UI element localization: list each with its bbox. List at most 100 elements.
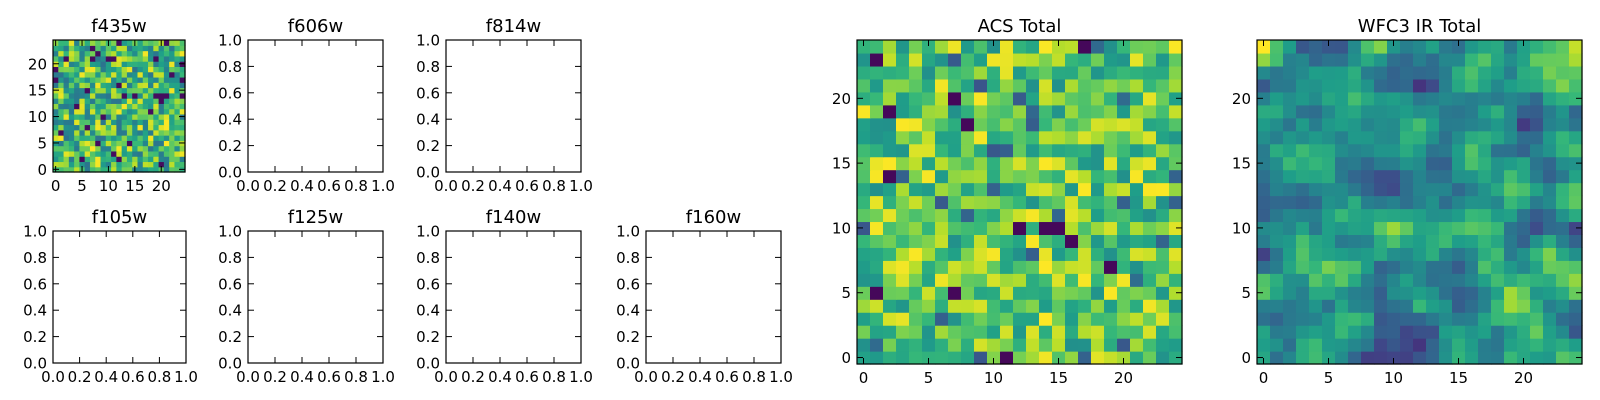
heatmap-cell <box>935 247 949 261</box>
heatmap-cell <box>1143 221 1157 235</box>
heatmap-cell <box>169 92 176 99</box>
x-tick-label: 15 <box>1049 369 1068 387</box>
heatmap-cell <box>1091 156 1105 171</box>
heatmap-cell <box>1374 208 1388 223</box>
heatmap-cell <box>179 156 186 163</box>
heatmap-cell <box>1348 143 1362 158</box>
heatmap-cell <box>105 150 112 157</box>
heatmap-cell <box>153 108 160 115</box>
heatmap-cell <box>1052 52 1066 67</box>
heatmap-cell <box>1000 143 1014 158</box>
heatmap-cell <box>1387 65 1401 80</box>
heatmap-cell <box>63 55 70 62</box>
heatmap-cell <box>100 166 107 173</box>
heatmap-cell <box>1556 78 1570 93</box>
heatmap-cell <box>169 71 176 78</box>
heatmap-cell <box>1413 78 1427 93</box>
heatmap-cell <box>1000 312 1014 326</box>
heatmap-cell <box>948 286 962 300</box>
x-tick-label: 0.8 <box>542 177 566 195</box>
heatmap-cell <box>1439 325 1453 339</box>
heatmap-cell <box>1257 273 1271 287</box>
heatmap-cell <box>1039 351 1053 365</box>
heatmap-cell <box>179 150 186 157</box>
heatmap-cell <box>1530 104 1544 119</box>
heatmap-cell <box>1348 117 1362 132</box>
heatmap-cell <box>948 156 962 171</box>
heatmap-cell <box>935 52 949 67</box>
heatmap-cell <box>1439 91 1453 106</box>
heatmap-cell <box>1413 182 1427 197</box>
heatmap-cell <box>1283 40 1297 54</box>
heatmap-cell <box>1296 234 1310 248</box>
heatmap-cell <box>111 87 117 94</box>
heatmap-cell <box>1322 40 1336 54</box>
heatmap-cell <box>1491 143 1505 158</box>
heatmap-cell <box>142 161 149 168</box>
heatmap-cell <box>1322 351 1336 365</box>
heatmap-cell <box>58 92 65 99</box>
heatmap-cell <box>95 129 102 136</box>
x-tick-label: 0.0 <box>434 368 458 386</box>
heatmap-cell <box>100 98 107 104</box>
heatmap-cell <box>1387 260 1401 274</box>
heatmap-cell <box>1143 143 1157 158</box>
heatmap-cell <box>935 143 949 158</box>
heatmap-cell <box>158 82 165 89</box>
heatmap-cell <box>857 40 871 54</box>
heatmap-cell <box>111 119 117 126</box>
heatmap-cell <box>79 129 86 136</box>
heatmap-cell <box>68 55 75 62</box>
heatmap-cell <box>132 150 139 157</box>
heatmap-cell <box>132 129 139 136</box>
heatmap-cell <box>1452 338 1466 352</box>
heatmap-cell <box>126 87 133 94</box>
heatmap-cell <box>111 113 117 120</box>
heatmap-cell <box>1091 312 1105 326</box>
heatmap-cell <box>1270 91 1284 106</box>
heatmap-cell <box>100 140 107 147</box>
heatmap-cell <box>1491 195 1505 210</box>
heatmap-cell <box>169 87 176 94</box>
heatmap-cell <box>1439 169 1453 184</box>
heatmap-cell <box>1413 286 1427 300</box>
heatmap-cell <box>1543 325 1557 339</box>
heatmap-cell <box>1117 286 1131 300</box>
heatmap-cell <box>1169 78 1183 93</box>
heatmap-cell <box>1117 52 1131 67</box>
heatmap-cell <box>1374 312 1388 326</box>
heatmap-cell <box>1065 221 1079 235</box>
heatmap-cell <box>935 299 949 313</box>
heatmap-cell <box>84 82 91 89</box>
heatmap-cell <box>1257 65 1271 80</box>
heatmap-cell <box>974 208 988 223</box>
heatmap-cell <box>1143 338 1157 352</box>
heatmap-cell <box>163 82 170 89</box>
heatmap-cell <box>909 208 923 223</box>
heatmap-cell <box>58 82 65 89</box>
heatmap-cell <box>1091 338 1105 352</box>
heatmap-cell <box>1052 40 1066 54</box>
heatmap-cell <box>1413 247 1427 261</box>
heatmap-cell <box>1426 312 1440 326</box>
heatmap-cell <box>1078 260 1092 274</box>
heatmap-cell <box>1452 221 1466 235</box>
heatmap-cell <box>95 61 102 67</box>
heatmap-cell <box>1543 65 1557 80</box>
y-tick-label: 0.2 <box>218 328 242 346</box>
heatmap-cell <box>1309 286 1323 300</box>
heatmap-cell <box>922 195 936 210</box>
heatmap-cell <box>1257 234 1271 248</box>
heatmap-cell <box>1169 40 1183 54</box>
heatmap-cell <box>1556 143 1570 158</box>
heatmap-cell <box>883 195 897 210</box>
heatmap-cell <box>1387 221 1401 235</box>
heatmap-cell <box>1026 208 1040 223</box>
heatmap-cell <box>1104 208 1118 223</box>
heatmap-cell <box>1156 143 1170 158</box>
heatmap-cell <box>63 50 70 57</box>
heatmap-cell <box>1143 52 1157 67</box>
heatmap-cell <box>1257 182 1271 197</box>
heatmap-cell <box>961 104 975 119</box>
heatmap-cell <box>84 66 91 73</box>
